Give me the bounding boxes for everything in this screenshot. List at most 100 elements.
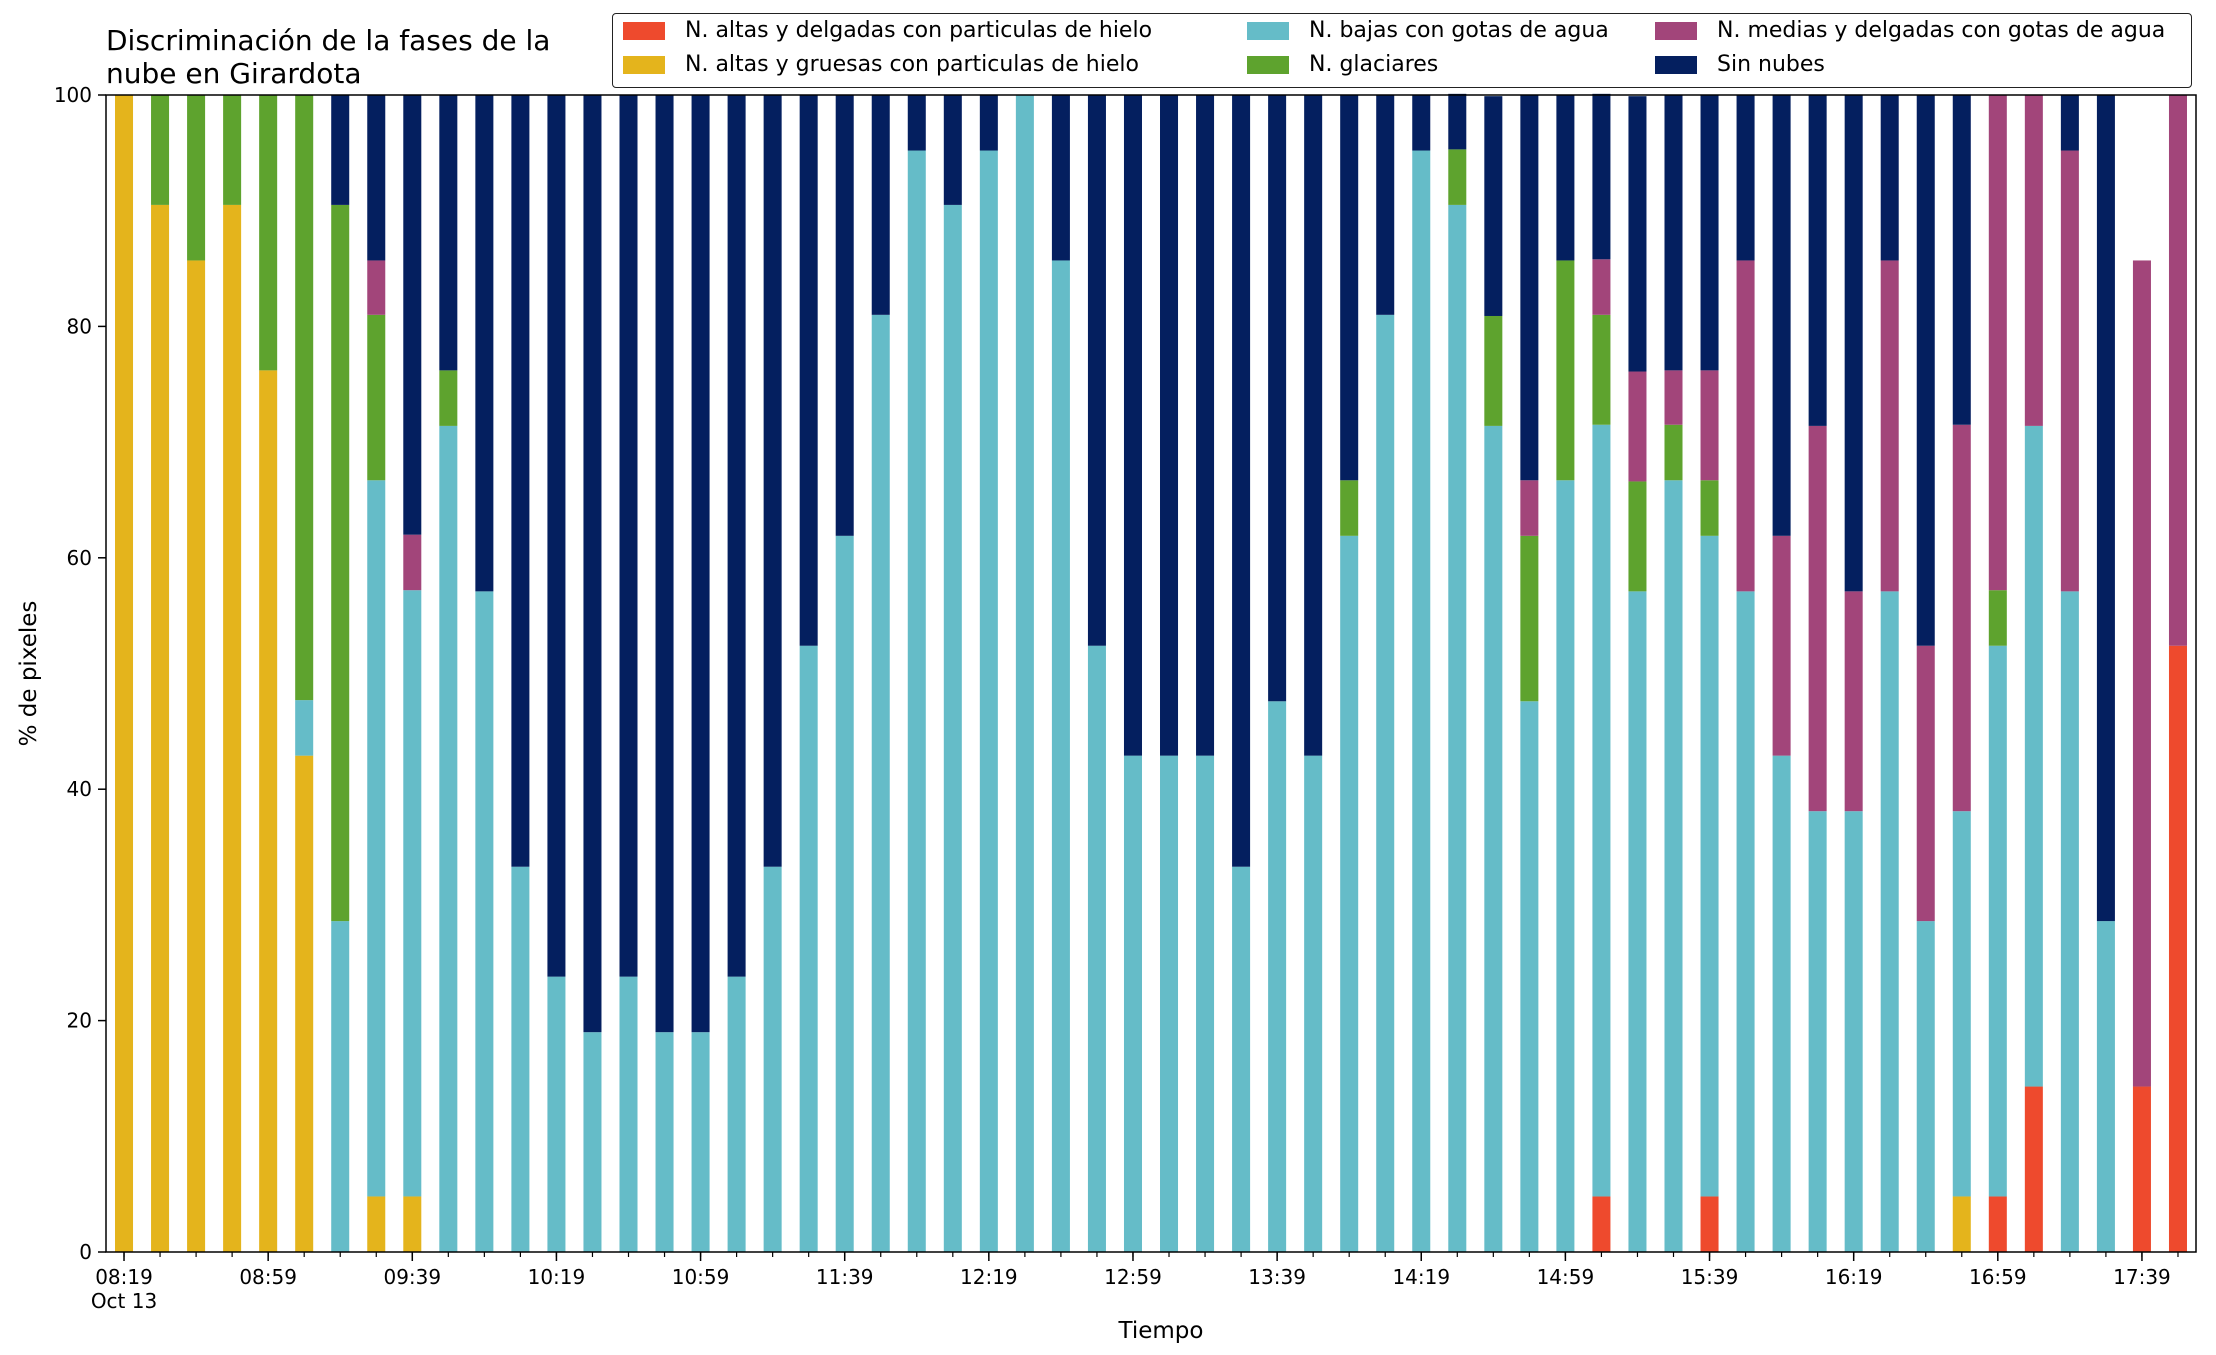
bar-segment	[943, 95, 962, 205]
bar-segment	[1988, 1196, 2007, 1252]
bar-segment	[259, 95, 278, 371]
legend-label: N. bajas con gotas de agua	[1309, 18, 1609, 43]
x-tick-label: 16:59	[1969, 1265, 2027, 1289]
bar-segment	[331, 204, 350, 922]
bar-segment	[907, 95, 926, 151]
legend-label: Sin nubes	[1717, 52, 1825, 77]
y-tick-label: 60	[67, 546, 92, 570]
bar-segment	[403, 95, 422, 535]
bar-segment	[1664, 480, 1683, 1252]
bar-segment	[1664, 95, 1683, 371]
bar-segment	[2060, 150, 2079, 592]
legend-swatch	[1655, 21, 1697, 40]
bar-segment	[1015, 95, 1034, 1252]
bar-segment	[1340, 535, 1359, 1252]
legend-item: N. altas y gruesas con particulas de hie…	[623, 52, 1139, 77]
bar-segment	[619, 976, 638, 1252]
bar-segment	[1952, 424, 1971, 812]
bar-segment	[871, 95, 890, 315]
bar-segment	[619, 95, 638, 977]
bar-segment	[1916, 921, 1935, 1252]
legend-item: N. medias y delgadas con gotas de agua	[1655, 18, 2165, 43]
bar-segment	[2096, 95, 2115, 922]
bar-segment	[403, 590, 422, 1197]
bar-segment	[763, 95, 782, 867]
x-tick-label: 09:39	[383, 1265, 441, 1289]
bar-segment	[223, 95, 242, 205]
bar-segment	[1232, 866, 1251, 1252]
x-tick-sublabel: Oct 13	[91, 1289, 157, 1313]
y-tick-label: 40	[67, 777, 92, 801]
x-tick-label: 14:19	[1392, 1265, 1450, 1289]
bar-segment	[1268, 701, 1287, 1252]
bar-segment	[1628, 96, 1647, 372]
x-tick-label: 12:59	[1104, 1265, 1162, 1289]
bar-segment	[1700, 480, 1719, 536]
bar-segment	[763, 866, 782, 1252]
x-tick-label: 16:19	[1825, 1265, 1883, 1289]
x-tick-label: 08:59	[239, 1265, 297, 1289]
legend-swatch	[1655, 55, 1697, 74]
bar-segment	[1268, 95, 1287, 702]
bar-segment	[1340, 480, 1359, 536]
bar-segment	[1484, 96, 1503, 316]
x-tick-label: 14:59	[1537, 1265, 1595, 1289]
bar-segment	[1844, 95, 1863, 592]
bar-segment	[547, 95, 566, 977]
bar-segment	[799, 645, 818, 1252]
bar-segment	[187, 95, 206, 261]
legend: N. altas y delgadas con particulas de hi…	[612, 13, 2192, 88]
bar-segment	[2024, 95, 2043, 426]
legend-swatch	[623, 55, 665, 74]
bar-segment	[1448, 204, 1467, 1252]
bar-segment	[403, 1196, 422, 1252]
bar-segment	[727, 976, 746, 1252]
bar-segment	[1844, 811, 1863, 1252]
bar-segment	[439, 370, 458, 426]
legend-item: N. altas y delgadas con particulas de hi…	[623, 18, 1152, 43]
bar-segment	[1988, 590, 2007, 646]
bar-segment	[403, 534, 422, 591]
x-axis-label: Tiempo	[1118, 1318, 1204, 1344]
x-tick-label: 15:39	[1681, 1265, 1739, 1289]
bar-segment	[1520, 701, 1539, 1252]
bar-segment	[583, 1032, 602, 1252]
bar-segment	[1051, 95, 1070, 261]
bar-segment	[1952, 811, 1971, 1197]
bar-segment	[1808, 95, 1827, 426]
bar-segment	[943, 204, 962, 1252]
bar-segment	[1736, 260, 1755, 592]
bar-segment	[1087, 645, 1106, 1252]
bar-segment	[1123, 755, 1142, 1252]
bar-segment	[331, 921, 350, 1252]
bar-segment	[1952, 95, 1971, 425]
bar-segment	[1340, 95, 1359, 481]
bar-segment	[2168, 645, 2187, 1252]
x-tick-label: 17:39	[2113, 1265, 2171, 1289]
bar-segment	[151, 204, 170, 1252]
bar-segment	[691, 1032, 710, 1252]
bar-segment	[1520, 535, 1539, 702]
y-tick-label: 100	[54, 83, 92, 107]
bar-segment	[1736, 591, 1755, 1252]
bar-segment	[1412, 95, 1431, 151]
bar-segment	[1988, 95, 2007, 591]
bar-segment	[1556, 95, 1575, 261]
bar-segment	[151, 95, 170, 205]
y-tick-label: 80	[67, 314, 92, 338]
bar-segment	[1880, 260, 1899, 592]
bar-segment	[1592, 424, 1611, 1197]
bar-segment	[475, 95, 494, 592]
bar-segment	[1808, 811, 1827, 1252]
bar-segment	[1916, 95, 1935, 646]
bar-segment	[1592, 314, 1611, 425]
y-axis-label: % de pixeles	[16, 601, 42, 747]
bar-segment	[259, 370, 278, 1253]
x-tick-label: 10:19	[528, 1265, 586, 1289]
bar-segment	[1772, 755, 1791, 1252]
bar-segment	[331, 95, 350, 205]
bar-segment	[1051, 260, 1070, 1252]
bar-segment	[367, 1196, 386, 1252]
bar-segment	[1123, 95, 1142, 756]
bar-segment	[295, 755, 314, 1252]
